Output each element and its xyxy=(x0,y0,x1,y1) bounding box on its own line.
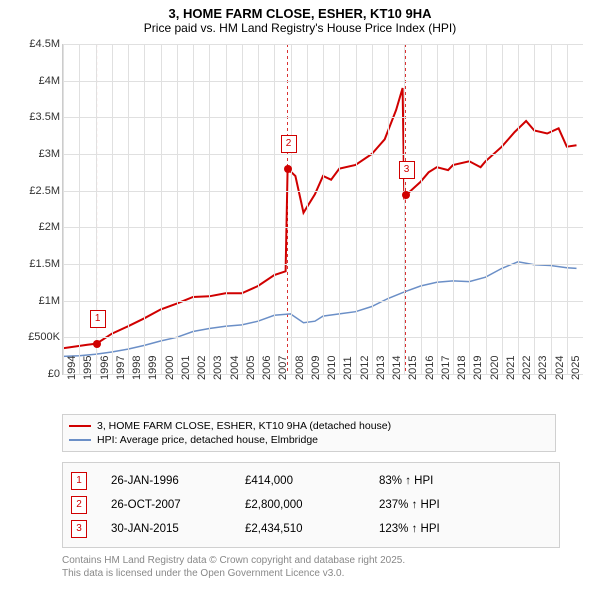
transaction-marker: 3 xyxy=(399,161,415,179)
x-axis-label: 2014 xyxy=(391,356,403,380)
transactions-table: 1 26-JAN-1996 £414,000 83% ↑ HPI 2 26-OCT-200… xyxy=(62,462,560,548)
x-axis-label: 2011 xyxy=(342,356,354,380)
transaction-hpi: 237% ↑ HPI xyxy=(379,499,440,511)
x-axis-label: 2002 xyxy=(196,356,208,380)
x-axis-label: 2003 xyxy=(212,356,224,380)
plot-area: 1 2 3 xyxy=(62,44,583,375)
x-axis-label: 1995 xyxy=(82,356,94,380)
table-row: 2 26-OCT-2007 £2,800,000 237% ↑ HPI xyxy=(71,493,551,517)
transaction-price: £2,800,000 xyxy=(245,499,355,511)
y-axis-label: £2M xyxy=(39,221,60,233)
x-axis-label: 2017 xyxy=(440,356,452,380)
y-axis-label: £4M xyxy=(39,75,60,87)
y-axis-label: £4.5M xyxy=(29,38,60,50)
transaction-marker: 2 xyxy=(71,496,87,514)
x-axis-label: 2020 xyxy=(489,356,501,380)
transaction-date: 26-OCT-2007 xyxy=(111,499,221,511)
x-axis-label: 2001 xyxy=(180,356,192,380)
x-axis-label: 2018 xyxy=(456,356,468,380)
x-axis-label: 2019 xyxy=(472,356,484,380)
series-line xyxy=(63,88,577,348)
y-axis-label: £3.5M xyxy=(29,111,60,123)
legend-swatch xyxy=(69,425,91,427)
y-axis-label: £1M xyxy=(39,295,60,307)
transaction-price: £2,434,510 xyxy=(245,523,355,535)
legend-label: 3, HOME FARM CLOSE, ESHER, KT10 9HA (det… xyxy=(97,420,391,432)
x-axis-label: 2023 xyxy=(537,356,549,380)
y-axis-label: £2.5M xyxy=(29,185,60,197)
x-axis-label: 2024 xyxy=(554,356,566,380)
x-axis-label: 1999 xyxy=(147,356,159,380)
legend-item: 3, HOME FARM CLOSE, ESHER, KT10 9HA (det… xyxy=(69,419,549,433)
transaction-hpi: 83% ↑ HPI xyxy=(379,475,433,487)
transaction-hpi: 123% ↑ HPI xyxy=(379,523,440,535)
x-axis-label: 1994 xyxy=(66,356,78,380)
x-axis-label: 2009 xyxy=(310,356,322,380)
transaction-point xyxy=(93,340,101,348)
x-axis-label: 2004 xyxy=(229,356,241,380)
transaction-marker: 1 xyxy=(71,472,87,490)
transaction-marker: 3 xyxy=(71,520,87,538)
x-axis-label: 2022 xyxy=(521,356,533,380)
table-row: 3 30-JAN-2015 £2,434,510 123% ↑ HPI xyxy=(71,517,551,541)
legend: 3, HOME FARM CLOSE, ESHER, KT10 9HA (det… xyxy=(62,414,556,452)
y-axis-label: £3M xyxy=(39,148,60,160)
series-line xyxy=(63,262,577,357)
x-axis-label: 1997 xyxy=(115,356,127,380)
x-axis-label: 2015 xyxy=(407,356,419,380)
transaction-price: £414,000 xyxy=(245,475,355,487)
transaction-marker: 1 xyxy=(90,310,106,328)
footer-line: This data is licensed under the Open Gov… xyxy=(62,567,405,580)
transaction-point xyxy=(402,191,410,199)
chart-subtitle: Price paid vs. HM Land Registry's House … xyxy=(0,21,600,39)
transaction-date: 30-JAN-2015 xyxy=(111,523,221,535)
x-axis-label: 1996 xyxy=(99,356,111,380)
footer-attribution: Contains HM Land Registry data © Crown c… xyxy=(62,554,405,580)
footer-line: Contains HM Land Registry data © Crown c… xyxy=(62,554,405,567)
x-axis-label: 2013 xyxy=(375,356,387,380)
x-axis-label: 2005 xyxy=(245,356,257,380)
x-axis-label: 2025 xyxy=(570,356,582,380)
table-row: 1 26-JAN-1996 £414,000 83% ↑ HPI xyxy=(71,469,551,493)
chart-area: 123 £0£500K£1M£1.5M£2M£2.5M£3M£3.5M£4M£4… xyxy=(8,44,592,406)
x-axis-label: 2010 xyxy=(326,356,338,380)
legend-swatch xyxy=(69,439,91,441)
y-axis-label: £500K xyxy=(28,331,60,343)
transaction-marker: 2 xyxy=(281,135,297,153)
x-axis-label: 1998 xyxy=(131,356,143,380)
x-axis-label: 2021 xyxy=(505,356,517,380)
legend-item: HPI: Average price, detached house, Elmb… xyxy=(69,433,549,447)
chart-title: 3, HOME FARM CLOSE, ESHER, KT10 9HA xyxy=(0,0,600,21)
x-axis-label: 2000 xyxy=(164,356,176,380)
x-axis-label: 2016 xyxy=(424,356,436,380)
y-axis-label: £0 xyxy=(48,368,60,380)
x-axis-label: 2008 xyxy=(294,356,306,380)
y-axis-label: £1.5M xyxy=(29,258,60,270)
x-axis-label: 2007 xyxy=(277,356,289,380)
transaction-date: 26-JAN-1996 xyxy=(111,475,221,487)
x-axis-label: 2012 xyxy=(359,356,371,380)
legend-label: HPI: Average price, detached house, Elmb… xyxy=(97,434,318,446)
x-axis-label: 2006 xyxy=(261,356,273,380)
transaction-point xyxy=(284,165,292,173)
